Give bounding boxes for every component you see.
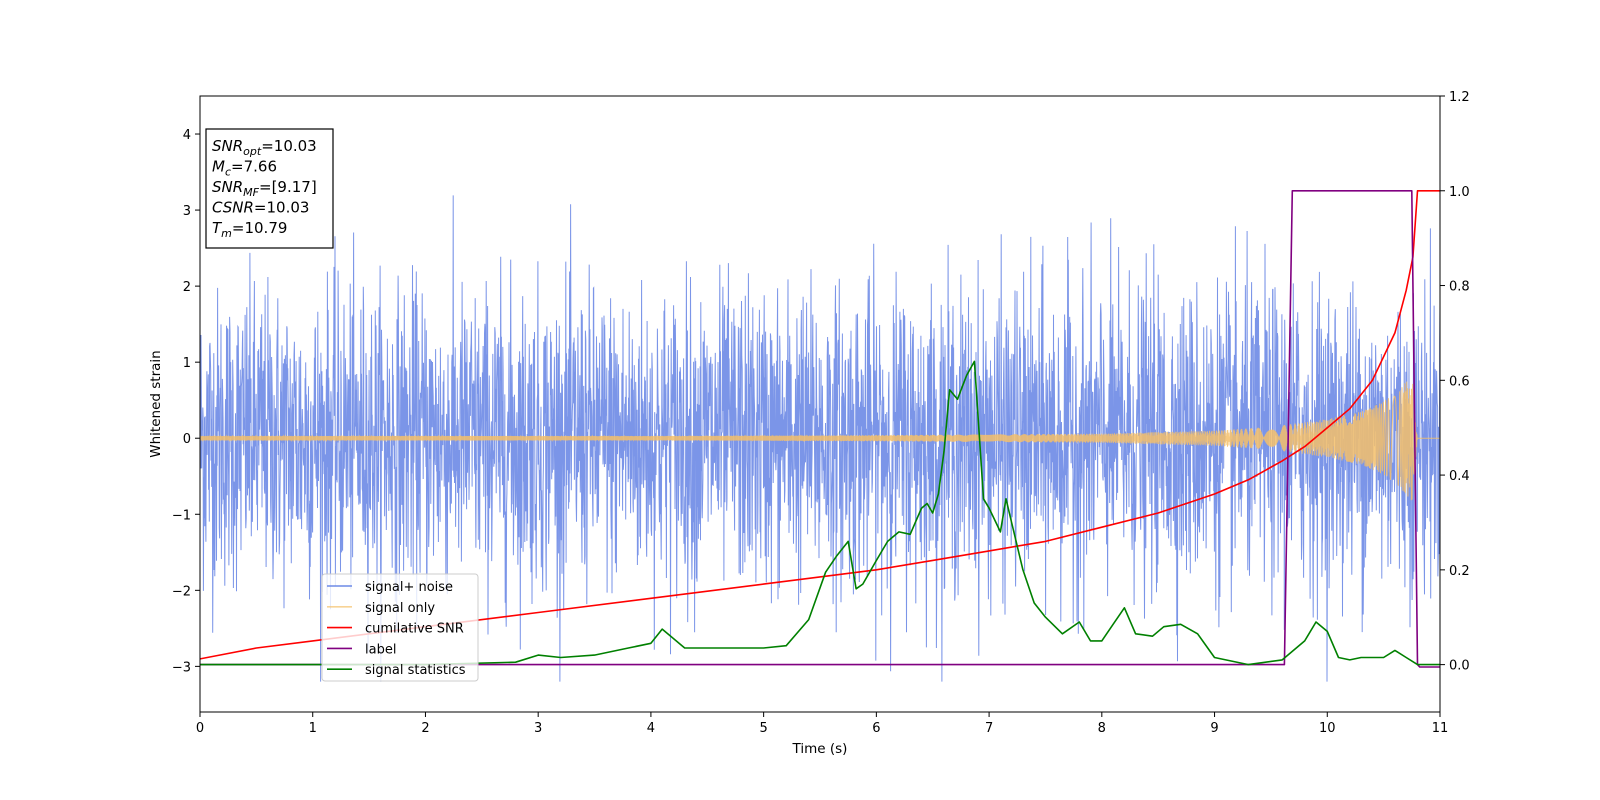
legend-label-signal-noise: signal+ noise	[365, 580, 453, 595]
legend-label-cumilative-snr: cumilative SNR	[365, 622, 464, 637]
x-tick-label: 3	[534, 721, 542, 736]
legend-label-signal-statistics: signal statistics	[365, 663, 466, 678]
legend-label-label: label	[365, 642, 396, 657]
info-box-line: Tm=10.79	[212, 219, 287, 240]
info-symbol: T	[212, 219, 223, 237]
right-y-tick-label: 1.2	[1449, 90, 1470, 105]
right-y-tick-label: 0.0	[1449, 659, 1470, 674]
x-axis-label: Time (s)	[792, 741, 848, 757]
x-tick-label: 5	[759, 721, 767, 736]
info-box-frame	[205, 128, 334, 249]
right-y-tick-label: 0.6	[1449, 374, 1470, 389]
info-value: =10.03	[254, 199, 310, 217]
x-axis-ticks: 0 1 2 3 4 5 6 7 8 9 10 11	[196, 712, 1448, 736]
x-tick-label: 7	[985, 721, 993, 736]
plot-series-layer	[200, 190, 1440, 682]
series-line-label	[200, 190, 1440, 668]
x-tick-label: 2	[421, 721, 429, 736]
x-tick-label: 0	[196, 721, 204, 736]
info-value: =7.66	[231, 158, 277, 176]
right-y-tick-label: 1.0	[1449, 185, 1470, 200]
legend: signal+ noise signal only cumilative SNR la…	[321, 573, 479, 682]
info-value: =10.03	[261, 137, 317, 155]
y-tick-label: −3	[172, 660, 191, 675]
x-tick-label: 9	[1210, 721, 1218, 736]
series-line-signal-statistics	[200, 360, 1440, 666]
series-line-signal-only	[200, 381, 1440, 501]
info-subscript: c	[225, 166, 231, 179]
info-value: =[9.17]	[259, 178, 317, 196]
series-line-cumulative-snr	[200, 190, 1440, 660]
y-axis-ticks: −3 −2 −1 0 1 2 3 4	[172, 128, 200, 675]
y-tick-label: −1	[172, 508, 191, 523]
x-tick-label: 8	[1098, 721, 1106, 736]
x-tick-label: 11	[1432, 721, 1449, 736]
info-box-line: SNRMF=[9.17]	[212, 178, 317, 199]
x-tick-label: 4	[647, 721, 655, 736]
info-symbol: SNR	[212, 178, 243, 196]
right-y-tick-label: 0.2	[1449, 564, 1470, 579]
x-tick-label: 1	[309, 721, 317, 736]
info-subscript: MF	[243, 186, 259, 199]
x-tick-label: 10	[1319, 721, 1336, 736]
y-tick-label: 3	[183, 204, 191, 219]
right-y-tick-label: 0.4	[1449, 469, 1470, 484]
info-box-line: CSNR=10.03	[212, 199, 309, 217]
legend-frame	[321, 573, 479, 682]
info-symbol: M	[212, 158, 225, 176]
plot-frame	[199, 95, 1441, 713]
series-line-signal-noise	[200, 195, 1440, 682]
y-tick-label: 4	[183, 128, 191, 143]
y-axis-label: Whitened strain	[148, 350, 164, 457]
y-tick-label: 1	[183, 356, 191, 371]
stats-info-box: SNRopt=10.03Mc=7.66SNRMF=[9.17]CSNR=10.0…	[205, 128, 334, 249]
info-box-line: Mc=7.66	[212, 158, 277, 179]
info-value: =10.79	[232, 219, 288, 237]
x-tick-label: 6	[872, 721, 880, 736]
info-subscript: opt	[243, 145, 262, 158]
legend-label-signal-only: signal only	[365, 601, 435, 616]
right-y-tick-label: 0.8	[1449, 280, 1470, 295]
right-y-axis-ticks: 0.0 0.2 0.4 0.6 0.8 1.0 1.2	[1440, 90, 1470, 674]
info-symbol: CSNR	[212, 199, 254, 217]
info-symbol: SNR	[212, 137, 243, 155]
y-tick-label: 0	[183, 432, 191, 447]
y-tick-label: −2	[172, 584, 191, 599]
y-tick-label: 2	[183, 280, 191, 295]
info-box-line: SNRopt=10.03	[212, 137, 317, 158]
info-subscript: m	[221, 227, 232, 240]
